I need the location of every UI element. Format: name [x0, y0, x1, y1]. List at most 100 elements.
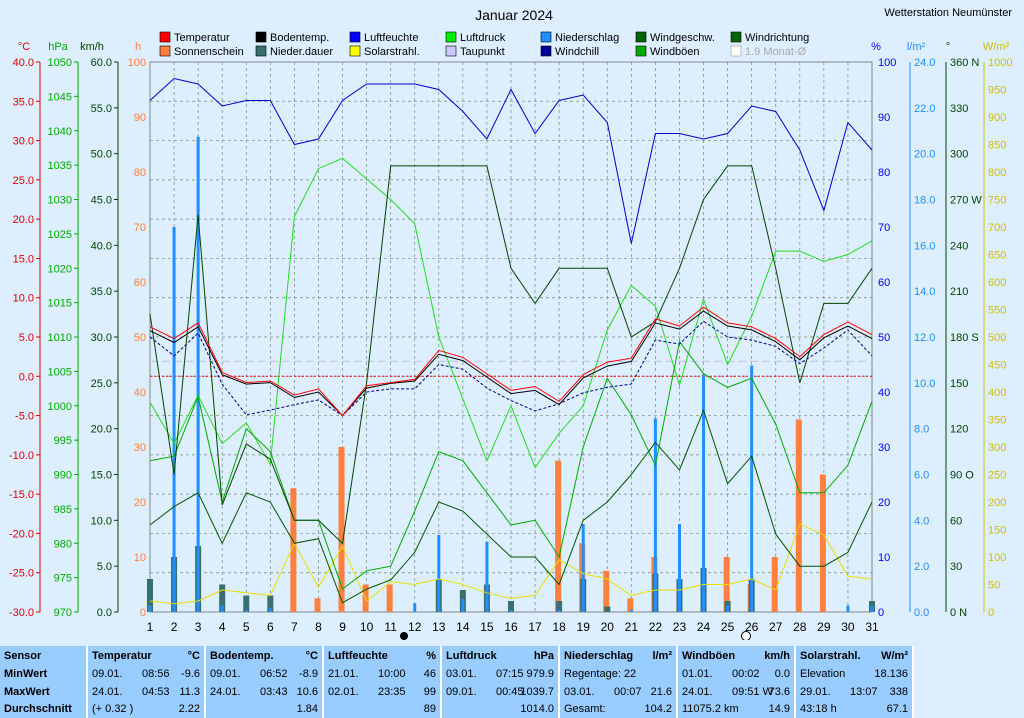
- tick-rain: 24.0: [914, 57, 935, 69]
- stat-humidity: Luftfeuchte% 21.01. 10:00 46 02.01. 23:35 99 89: [324, 646, 442, 718]
- tick-hum: 50: [878, 332, 890, 344]
- tick-hum: 80: [878, 167, 890, 179]
- x-tick-label: 16: [504, 620, 518, 634]
- tick-press: 1025: [48, 229, 72, 241]
- stat-time: 00:02: [732, 668, 760, 680]
- x-tick-label: 1: [147, 620, 154, 634]
- tick-sun: 0: [140, 607, 146, 619]
- stat-solar: Solarstrahl. W/m² Elevation 18.136 29.01. 13:…: [796, 646, 914, 718]
- tick-solar: 0: [988, 607, 994, 619]
- tick-solar: 750: [988, 195, 1006, 207]
- unit-sun: h: [135, 41, 141, 53]
- tick-wind: 15.0: [91, 470, 112, 482]
- humidity-line: [149, 77, 873, 244]
- stat-time: 23:35: [378, 686, 406, 698]
- tick-dir: 300: [950, 149, 968, 161]
- solar-line: [149, 523, 873, 605]
- stat-time: 13:07: [850, 686, 878, 698]
- tick-wind: 20.0: [91, 424, 112, 436]
- tick-press: 985: [54, 504, 72, 516]
- chart-title: Januar 2024: [475, 7, 553, 23]
- tick-press: 1045: [48, 91, 72, 103]
- precipitation-bar: [557, 609, 561, 612]
- tick-wind: 50.0: [91, 149, 112, 161]
- wind-direction-line: [149, 165, 873, 545]
- stat-max-label: MaxWert: [4, 686, 50, 698]
- stat-title: Niederschlag: [564, 650, 634, 662]
- x-tick-label: 27: [769, 620, 783, 634]
- stat-date: 09.01.: [210, 668, 241, 680]
- unit-dir: °: [946, 41, 950, 53]
- legend-label: Solarstrahl.: [364, 46, 420, 58]
- tick-temp: 15.0: [13, 253, 34, 265]
- x-tick-label: 8: [315, 620, 322, 634]
- x-tick-label: 13: [432, 620, 446, 634]
- tick-dir: 210: [950, 286, 968, 298]
- stat-precipitation: Niederschlag l/m² Regentage: 22 03.01. 00:07…: [560, 646, 678, 718]
- tick-temp: -10.0: [9, 450, 34, 462]
- stat-date: 43:18 h: [800, 703, 837, 715]
- legend-label: Temperatur: [174, 32, 230, 44]
- tick-solar: 100: [988, 552, 1006, 564]
- stat-unit: °C: [187, 650, 200, 662]
- sunshine-bar: [819, 474, 826, 612]
- unit-hum: %: [871, 41, 881, 53]
- tick-temp: -20.0: [9, 528, 34, 540]
- legend-swatch: [540, 31, 552, 43]
- x-tick-label: 3: [195, 620, 202, 634]
- precipitation-bar: [629, 609, 633, 612]
- tick-wind: 30.0: [91, 332, 112, 344]
- precip-duration-bar: [243, 595, 250, 612]
- stat-date: 09.01.: [446, 686, 477, 698]
- stat-date: 24.01.: [92, 686, 123, 698]
- stat-title: Solarstrahl.: [800, 650, 861, 662]
- tick-sun: 60: [134, 277, 146, 289]
- legend-label: Windrichtung: [745, 32, 809, 44]
- stat-avg-label: Durchschnitt: [4, 703, 72, 715]
- precip-duration-bar: [267, 595, 274, 612]
- tick-dir: 150: [950, 378, 968, 390]
- tick-rain: 22.0: [914, 103, 935, 115]
- legend-swatch: [445, 45, 457, 57]
- tick-temp: 10.0: [13, 293, 34, 305]
- legend-swatch: [159, 45, 171, 57]
- tick-rain: 20.0: [914, 149, 935, 161]
- tick-press: 1040: [48, 126, 72, 138]
- tick-press: 970: [54, 607, 72, 619]
- legend-label: Windchill: [555, 46, 599, 58]
- legend-swatch: [255, 45, 267, 57]
- legend-label: Sonnenschein: [174, 46, 244, 58]
- x-tick-label: 12: [408, 620, 422, 634]
- tick-press: 1030: [48, 195, 72, 207]
- x-tick-label: 15: [480, 620, 494, 634]
- precipitation-bar: [750, 365, 754, 612]
- stat-time: 00:07: [614, 686, 642, 698]
- stat-value: 67.1: [886, 703, 908, 715]
- tick-temp: -5.0: [15, 411, 34, 423]
- tick-solar: 350: [988, 415, 1006, 427]
- stat-date: 24.01.: [682, 686, 713, 698]
- precip-duration-bar: [219, 584, 226, 612]
- legend-swatch: [730, 45, 742, 57]
- legend-label: 1.9 Monat-Ø: [745, 46, 807, 58]
- legend-swatch: [349, 45, 361, 57]
- tick-temp: 30.0: [13, 136, 34, 148]
- precip-duration-bar: [604, 606, 611, 612]
- tick-solar: 250: [988, 470, 1006, 482]
- unit-solar: W/m²: [983, 41, 1010, 53]
- tick-press: 975: [54, 573, 72, 585]
- legend-label: Nieder.dauer: [270, 46, 333, 58]
- legend-label: Windböen: [650, 46, 700, 58]
- precipitation-bar: [726, 605, 730, 612]
- precipitation-bar: [461, 598, 465, 612]
- legend-label: Windgeschw.: [650, 32, 715, 44]
- tick-sun: 80: [134, 167, 146, 179]
- precipitation-bar: [702, 374, 706, 612]
- x-tick-label: 9: [339, 620, 346, 634]
- stat-date: 09.01.: [92, 668, 123, 680]
- tick-solar: 850: [988, 140, 1006, 152]
- stat-date: 02.01.: [328, 686, 359, 698]
- series-lines: [149, 77, 873, 605]
- stat-date: 11075.2 km: [682, 703, 739, 715]
- tick-press: 990: [54, 470, 72, 482]
